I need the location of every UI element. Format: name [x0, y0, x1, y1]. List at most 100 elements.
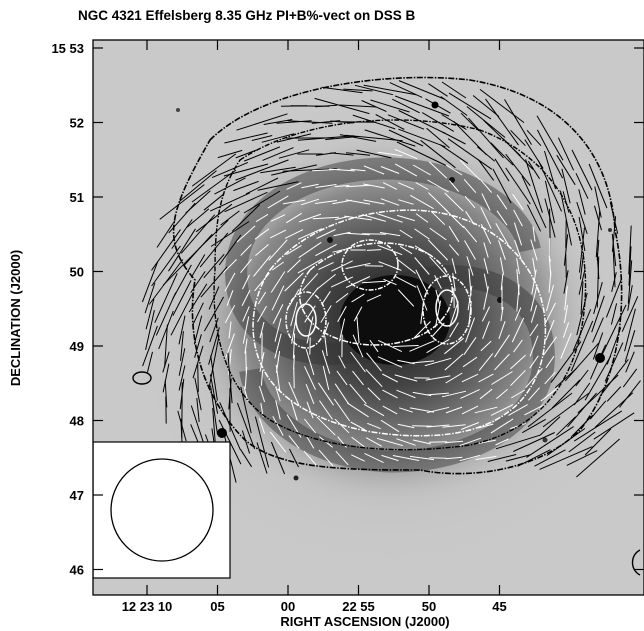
polarization-vector: [483, 258, 489, 274]
polarization-vector: [540, 386, 560, 402]
polarization-vector: [449, 301, 459, 327]
polarization-vector: [381, 454, 399, 462]
polarization-vector: [242, 306, 250, 322]
polarization-vector: [316, 229, 336, 239]
polarization-vector: [420, 304, 424, 324]
polarization-vector: [377, 356, 403, 368]
polarization-vector: [398, 199, 414, 205]
polarization-vector: [220, 210, 240, 226]
polarization-vector: [414, 257, 430, 275]
polarization-vector: [263, 119, 293, 125]
y-tick-label: 46: [70, 563, 84, 578]
polarization-vector: [496, 388, 508, 400]
polarization-vector: [414, 228, 430, 240]
polarization-vector: [178, 365, 186, 391]
polarization-vector: [513, 339, 523, 353]
polarization-vector: [362, 280, 386, 284]
polarization-vector: [399, 229, 413, 239]
polarization-vector: [570, 320, 594, 372]
polarization-vector: [172, 280, 192, 316]
polarization-vector: [495, 434, 541, 450]
polarization-vector: [444, 192, 464, 212]
polarization-vector: [589, 400, 607, 420]
polarization-vector: [426, 338, 450, 354]
y-tick-label: 47: [70, 488, 84, 503]
polarization-vector: [363, 84, 417, 96]
optical-image: [93, 40, 644, 595]
polarization-vector: [462, 225, 478, 243]
polarization-vector: [226, 290, 234, 306]
polarization-vector: [575, 369, 589, 387]
polarization-vector: [158, 310, 174, 350]
polarization-vector: [162, 246, 202, 286]
polarization-vector: [627, 285, 633, 311]
polarization-vector: [203, 193, 225, 211]
polarization-vector: [154, 273, 178, 323]
polarization-vector: [530, 305, 538, 323]
polarization-vector: [611, 272, 617, 292]
polarization-vector: [336, 370, 348, 386]
polarization-vector: [560, 333, 572, 359]
x-tick-label: 22 55: [342, 599, 375, 614]
polarization-vector: [476, 439, 496, 445]
polarization-vector: [594, 186, 602, 218]
x-tick-label: 00: [281, 599, 295, 614]
polarization-vector: [481, 306, 491, 322]
polarization-vector: [416, 285, 428, 311]
polarization-vector: [224, 132, 268, 144]
polarization-vector: [253, 255, 271, 277]
polarization-vector: [445, 456, 463, 460]
polarization-vector: [410, 194, 434, 210]
b-field-vectors: [141, 80, 641, 483]
polarization-vector: [147, 351, 153, 373]
polarization-vector: [526, 426, 574, 458]
polarization-vector: [260, 166, 296, 174]
polarization-vector: [513, 209, 523, 227]
polarization-vector: [366, 294, 382, 302]
polarization-vector: [338, 355, 346, 369]
polarization-vector: [353, 306, 363, 322]
polarization-vector: [516, 257, 520, 275]
star: [293, 475, 299, 481]
polarization-vector: [532, 226, 536, 242]
polarization-vector: [350, 421, 366, 431]
polarization-vector: [429, 227, 447, 241]
polarization-vector: [599, 359, 629, 397]
spiral-arm: [225, 157, 541, 365]
polarization-vector: [394, 148, 418, 160]
polarization-vector: [364, 129, 416, 147]
polarization-vector: [241, 289, 251, 307]
polarization-vector: [376, 437, 404, 447]
polarization-vector: [594, 205, 602, 231]
polarization-vector: [271, 164, 317, 176]
polarization-vector: [351, 293, 365, 303]
polarization-vector: [193, 315, 203, 345]
polarization-vector: [444, 353, 464, 371]
polarization-vector: [525, 159, 543, 213]
contour-peak-left-inner: [295, 303, 317, 337]
polarization-vector: [539, 416, 561, 436]
polarization-vector: [490, 404, 514, 416]
polarization-vector: [272, 261, 284, 271]
polarization-vector: [297, 135, 355, 141]
polarization-vector: [557, 137, 575, 171]
polarization-vector: [550, 341, 582, 383]
polarization-vector: [243, 146, 281, 162]
polarization-vector: [267, 195, 289, 209]
polarization-vector: [276, 120, 312, 124]
polarization-vector: [363, 199, 385, 205]
polarization-vector: [578, 216, 586, 252]
polarization-vector: [393, 345, 419, 347]
polarization-vector: [542, 336, 558, 356]
polarization-vector: [412, 439, 432, 445]
polarization-vector: [365, 437, 383, 447]
polarization-vector: [449, 322, 459, 338]
polarization-vector: [461, 422, 479, 430]
polarization-vector: [145, 309, 155, 351]
polarization-vector: [572, 309, 592, 351]
polarization-vector: [191, 153, 237, 187]
contour-second: [213, 119, 587, 451]
polarization-vector: [316, 416, 336, 436]
polarization-vector: [335, 215, 349, 221]
